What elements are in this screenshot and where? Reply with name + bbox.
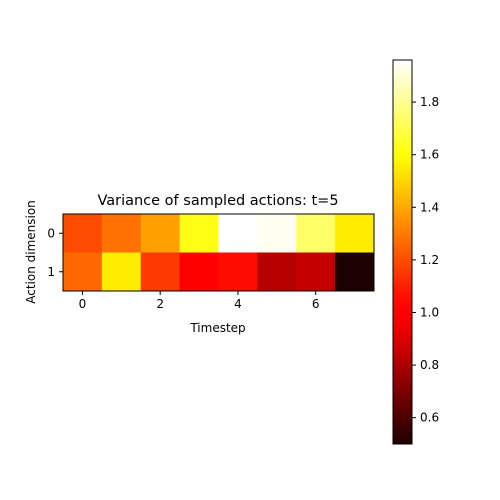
colorbar-tick-label: 0.6 <box>420 411 439 425</box>
colorbar-tick-label: 1.4 <box>420 200 439 214</box>
heatmap-cell-r1-c2 <box>140 252 181 292</box>
heatmap-cell-r1-c1 <box>101 252 142 292</box>
heatmap-cell-r0-c2 <box>140 214 181 253</box>
heatmap-cell-r1-c7 <box>335 252 375 292</box>
colorbar <box>393 60 412 444</box>
heatmap-cell-r1-c3 <box>179 252 220 292</box>
colorbar-frame <box>392 59 413 445</box>
colorbar-tick-label: 1.6 <box>420 148 439 162</box>
x-tick-label: 4 <box>234 297 242 311</box>
heatmap-cells <box>63 214 375 292</box>
heatmap-cell-r1-c6 <box>296 252 336 292</box>
y-tick-label: 1 <box>47 265 55 279</box>
y-axis-label: Action dimension <box>24 200 38 304</box>
colorbar-tick-label: 1.2 <box>420 253 439 267</box>
heatmap-cell-r0-c4 <box>218 214 258 253</box>
colorbar-ticks: 0.6 0.8 1.0 1.2 1.4 1.6 1.8 <box>412 95 439 425</box>
x-tick-label: 2 <box>156 297 164 311</box>
heatmap-cell-r1-c4 <box>218 252 258 292</box>
colorbar-tick-label: 0.8 <box>420 358 439 372</box>
x-axis-ticks: 0 2 4 6 <box>79 291 320 311</box>
heatmap-cell-r0-c0 <box>63 214 103 253</box>
plot-frame <box>62 213 375 292</box>
chart-title: Variance of sampled actions: t=5 <box>97 193 338 209</box>
y-tick-label: 0 <box>47 226 55 240</box>
colorbar-tick-label: 1.0 <box>420 305 439 319</box>
x-tick-label: 0 <box>79 297 87 311</box>
heatmap-cell-r0-c3 <box>179 214 220 253</box>
heatmap-cell-r0-c5 <box>257 214 297 253</box>
heatmap-cell-r0-c6 <box>296 214 336 253</box>
x-tick-label: 6 <box>312 297 320 311</box>
heatmap-cell-r1-c5 <box>257 252 297 292</box>
x-axis-label: Timestep <box>189 321 245 335</box>
y-axis-ticks: 01 <box>47 226 63 279</box>
heatmap-cell-r0-c7 <box>335 214 375 253</box>
heatmap-cell-r0-c1 <box>101 214 142 253</box>
heatmap-cell-r1-c0 <box>63 252 103 292</box>
colorbar-tick-label: 1.8 <box>420 95 439 109</box>
